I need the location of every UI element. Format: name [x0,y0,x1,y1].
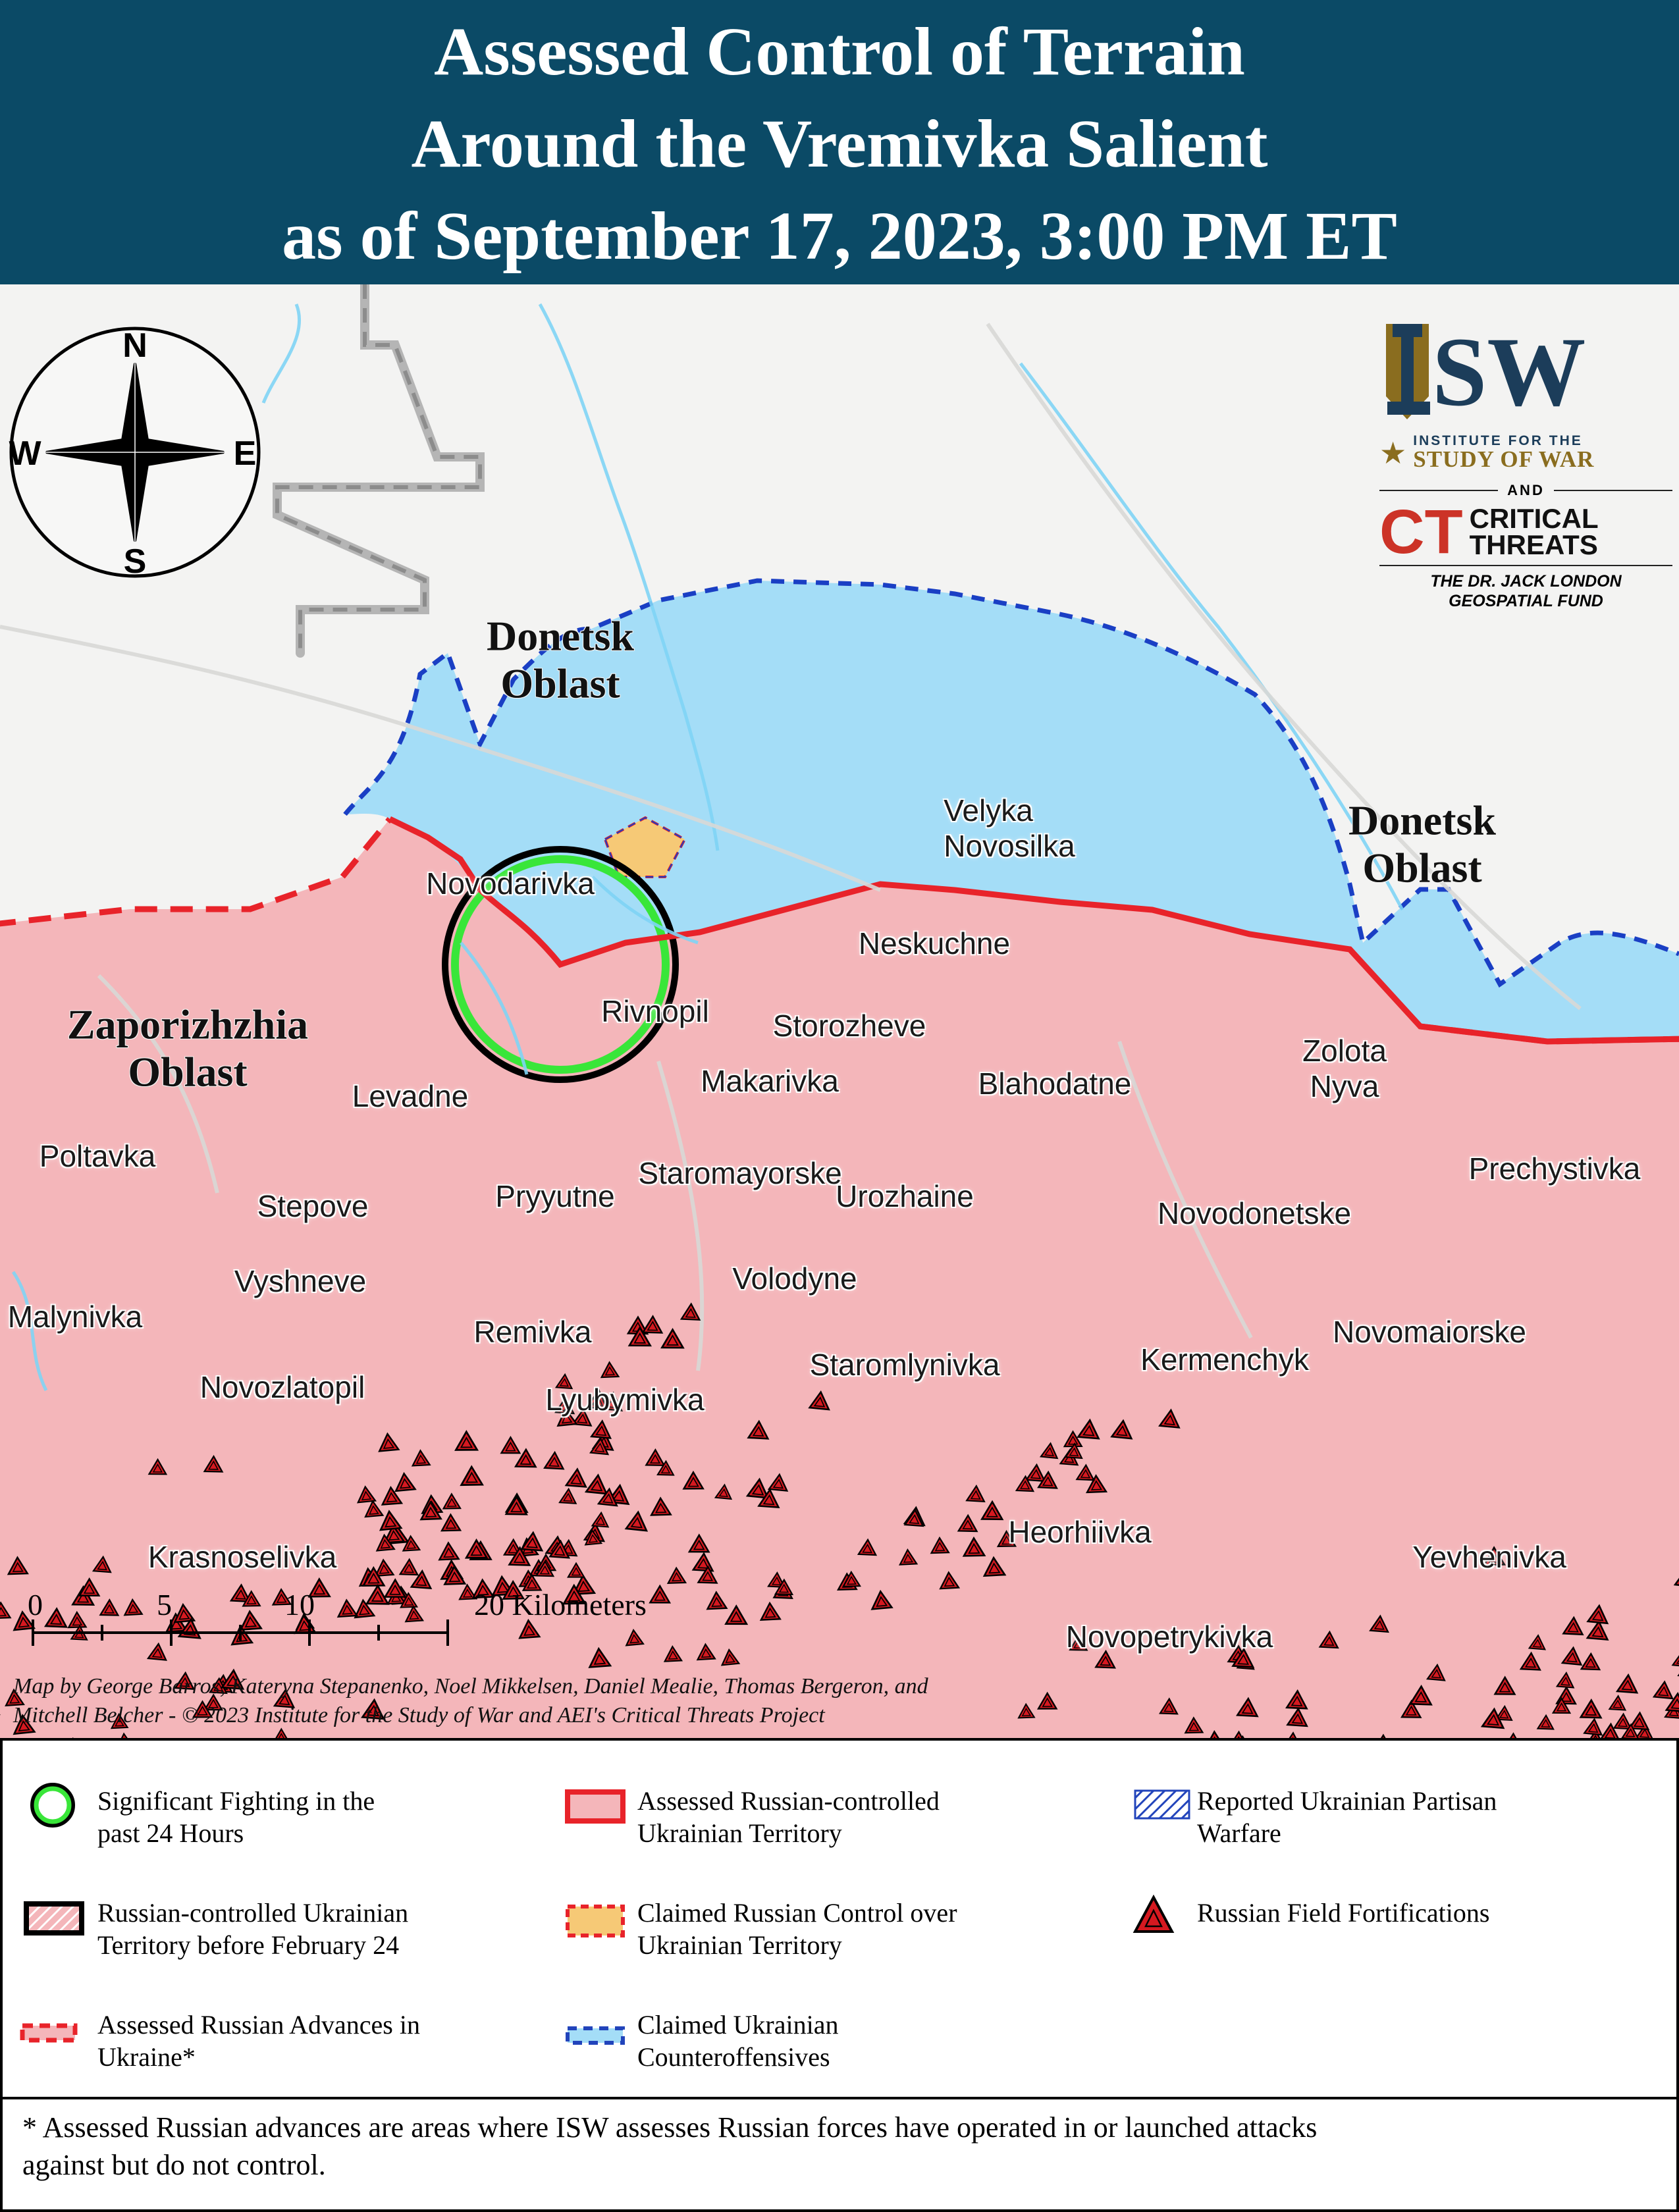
svg-text:20 Kilometers: 20 Kilometers [474,1593,647,1621]
svg-text:E: E [234,434,257,473]
svg-text:W: W [9,434,41,473]
svg-text:S: S [124,542,147,581]
svg-text:N: N [122,327,147,365]
svg-text:SW: SW [1432,321,1586,427]
svg-text:0: 0 [28,1593,43,1621]
svg-text:10: 10 [284,1593,315,1621]
svg-text:5: 5 [157,1593,172,1621]
